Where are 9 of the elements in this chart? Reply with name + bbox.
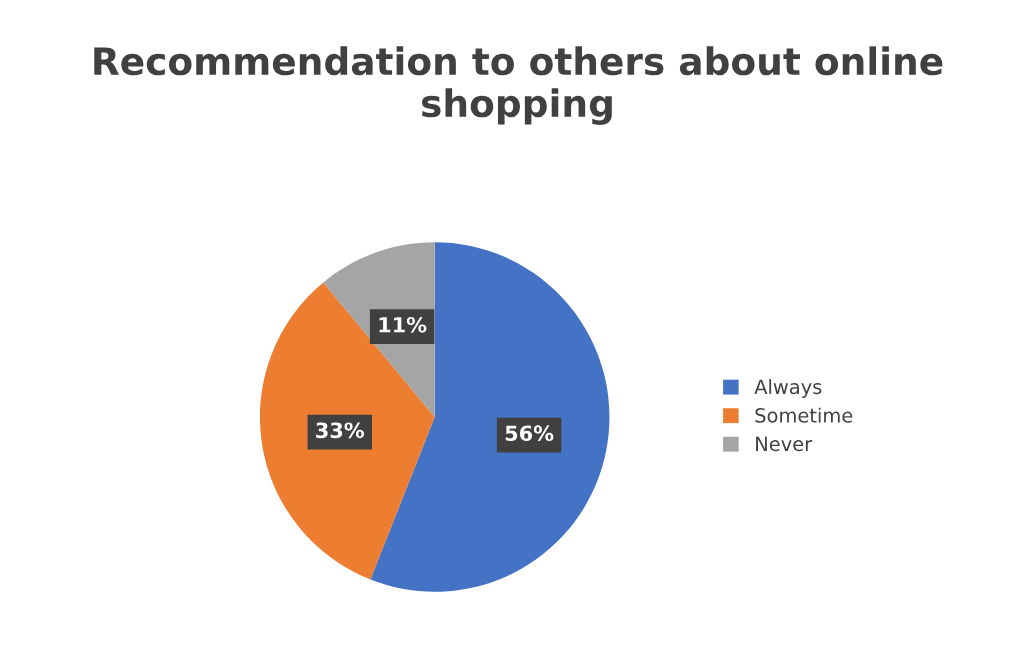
- pie-slice: [259, 282, 435, 580]
- legend-label: Never: [756, 436, 813, 452]
- data-label: 56%: [505, 425, 554, 442]
- data-label: 33%: [316, 422, 365, 439]
- data-label: 11%: [379, 316, 427, 333]
- legend-label: Always: [754, 379, 822, 398]
- pie-slice: [370, 242, 610, 592]
- chart-title: Recommendation to others about online shopping: [94, 46, 943, 125]
- legend-label: Sometime: [755, 407, 853, 423]
